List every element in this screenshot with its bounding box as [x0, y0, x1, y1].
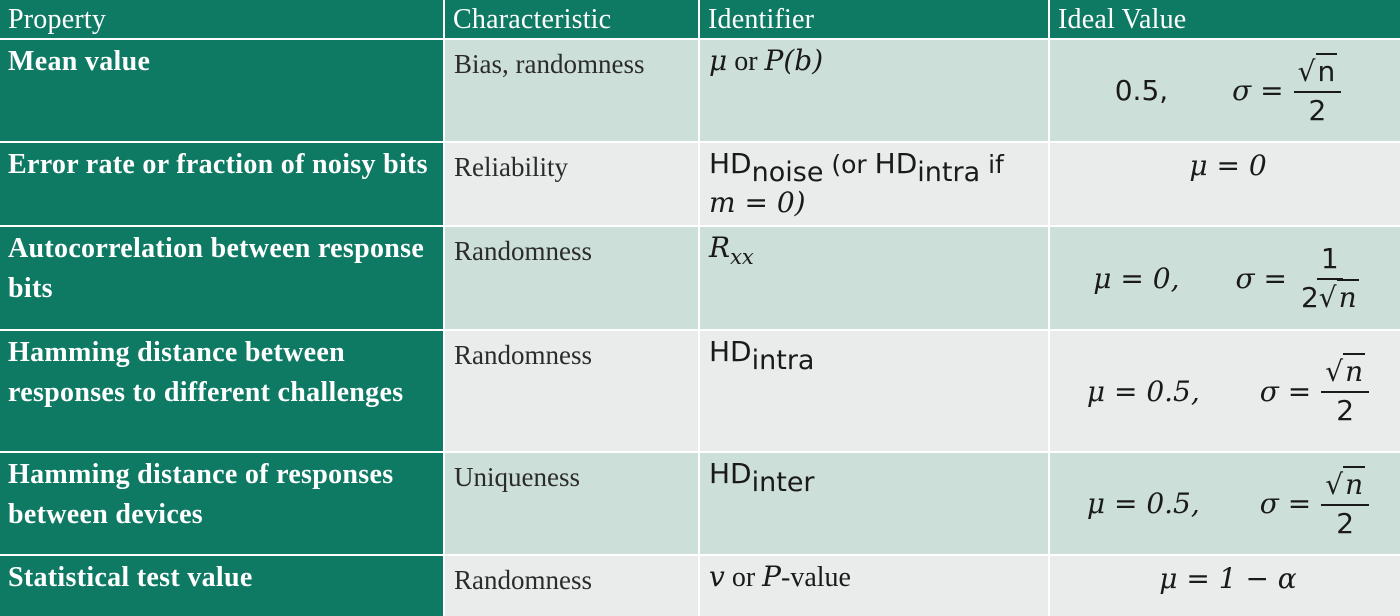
ideal-mean: μ = 0: [1189, 149, 1267, 182]
identifier-text: if: [980, 150, 1004, 179]
property-cell: Error rate or fraction of noisy bits: [0, 143, 443, 225]
identifier-text: -value: [781, 562, 851, 593]
header-identifier: Identifier: [700, 0, 1048, 38]
fraction-denominator: 2: [1336, 506, 1355, 540]
header-ideal-value: Ideal Value: [1050, 0, 1400, 38]
characteristic-cell: Randomness: [445, 556, 698, 616]
fraction-denominator: 2: [1336, 394, 1355, 427]
identifier-cell: Rxx: [700, 227, 1048, 329]
fraction-denominator: 2: [1308, 93, 1327, 127]
identifier-or: or: [724, 562, 763, 593]
identifier-subscript: xx: [730, 245, 754, 269]
property-cell: Autocorrelation between response bits: [0, 227, 443, 329]
identifier-cell: HDintra: [700, 331, 1048, 451]
sqrt-radicand: n: [1343, 353, 1366, 388]
identifier-cell: HDnoise (or HDintra if m = 0): [700, 143, 1048, 225]
sqrt-radicand: n: [1343, 465, 1366, 501]
property-cell: Hamming distance of responses between de…: [0, 453, 443, 554]
sqrt-radicand: n: [1336, 279, 1359, 314]
identifier-symbol: μ: [709, 44, 728, 77]
fraction: 1 2√n: [1297, 242, 1363, 314]
identifier-or: or: [727, 46, 765, 77]
characteristic-cell: Uniqueness: [445, 453, 698, 554]
sqrt-symbol: √: [1325, 467, 1344, 501]
identifier-hd: HD: [874, 147, 918, 180]
ideal-sigma: σ =: [1235, 261, 1287, 295]
ideal-value-cell: 0.5, σ = √n 2: [1050, 40, 1400, 141]
identifier-text: (or: [823, 150, 875, 179]
characteristic-cell: Bias, randomness: [445, 40, 698, 141]
fraction: √n 2: [1321, 353, 1370, 427]
characteristic-cell: Reliability: [445, 143, 698, 225]
property-cell: Mean value: [0, 40, 443, 141]
ideal-sigma: σ =: [1259, 487, 1312, 520]
identifier-symbol: v: [709, 560, 725, 593]
property-cell: Hamming distance between responses to di…: [0, 331, 443, 451]
sqrt-symbol: √: [1318, 281, 1337, 314]
sqrt-radicand: n: [1315, 52, 1338, 88]
identifier-symbol: P(b): [764, 44, 824, 77]
identifier-hd: HD: [709, 457, 752, 490]
identifier-hd: HD: [709, 147, 752, 180]
ideal-value-cell: μ = 0.5, σ = √n 2: [1050, 453, 1400, 554]
identifier-subscript: noise: [751, 157, 824, 188]
identifier-symbol: P: [762, 560, 781, 593]
fraction-denominator: 2: [1300, 281, 1319, 314]
fraction-numerator: 1: [1316, 242, 1343, 280]
ideal-sigma: σ =: [1232, 74, 1284, 107]
identifier-subscript: intra: [751, 345, 815, 376]
property-cell: Statistical test value: [0, 556, 443, 616]
fraction: √n 2: [1321, 465, 1370, 540]
ideal-value-cell: μ = 1 − α: [1050, 556, 1400, 616]
ideal-mean: μ = 0.5,: [1086, 487, 1200, 520]
identifier-cell: HDinter: [700, 453, 1048, 554]
ideal-mean: μ = 0,: [1093, 261, 1180, 295]
ideal-value-cell: μ = 0: [1050, 143, 1400, 225]
ideal-mean: μ = 0.5,: [1086, 374, 1200, 408]
ideal-value-cell: μ = 0, σ = 1 2√n: [1050, 227, 1400, 329]
header-property: Property: [0, 0, 443, 38]
sqrt-symbol: √: [1325, 355, 1344, 388]
ideal-mean: μ = 1 − α: [1159, 562, 1297, 595]
identifier-symbol: R: [709, 231, 731, 264]
fraction: √n 2: [1293, 52, 1342, 127]
characteristic-cell: Randomness: [445, 227, 698, 329]
identifier-subscript: inter: [751, 467, 815, 498]
header-characteristic: Characteristic: [445, 0, 698, 38]
characteristic-cell: Randomness: [445, 331, 698, 451]
ideal-mean: 0.5,: [1114, 74, 1169, 107]
identifier-cell: v or P-value: [700, 556, 1048, 616]
identifier-subscript: intra: [917, 157, 981, 188]
ideal-value-cell: μ = 0.5, σ = √n 2: [1050, 331, 1400, 451]
ideal-sigma: σ =: [1259, 374, 1312, 408]
identifier-cell: μ or P(b): [700, 40, 1048, 141]
identifier-hd: HD: [709, 335, 752, 368]
sqrt-symbol: √: [1297, 54, 1316, 88]
identifier-text: m = 0): [709, 186, 806, 219]
